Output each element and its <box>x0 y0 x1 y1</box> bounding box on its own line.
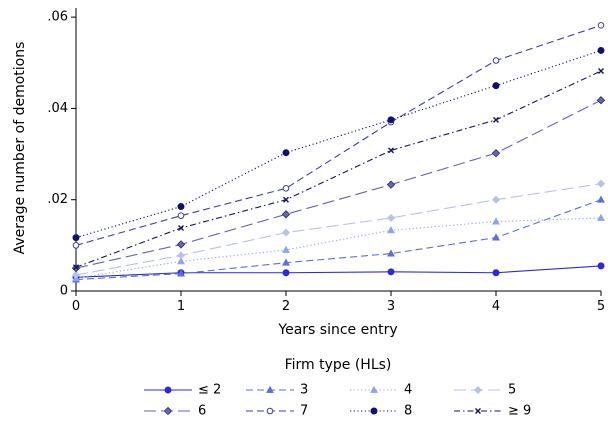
legend-marker <box>473 385 483 395</box>
axes: 0 .02 .04 .06 0 1 2 3 4 5 <box>47 8 605 314</box>
data-point <box>282 184 290 192</box>
data-point <box>177 257 185 265</box>
data-point <box>281 228 291 237</box>
legend-marker <box>475 408 481 414</box>
data-point <box>177 203 185 211</box>
data-point <box>282 245 290 253</box>
y-tick-label: 0 <box>60 284 68 299</box>
legend-marker <box>370 407 378 415</box>
data-point <box>73 264 79 271</box>
legend-marker <box>266 385 274 393</box>
y-axis-label: Average number of demotions <box>12 42 28 255</box>
data-point <box>491 148 501 158</box>
legend: ≤ 2 3 4 5 6 7 8 ≥ 9 <box>144 383 531 419</box>
data-point <box>597 262 605 270</box>
series-layer <box>71 22 606 283</box>
legend-item: ≥ 9 <box>454 404 531 419</box>
data-point <box>491 195 501 204</box>
legend-label: 5 <box>508 383 516 398</box>
data-point <box>386 213 396 222</box>
data-point <box>492 57 500 64</box>
data-point <box>282 269 290 277</box>
data-point <box>388 147 394 154</box>
series-line <box>75 49 602 239</box>
data-point <box>178 225 184 232</box>
legend-marker <box>164 386 172 394</box>
legend-item: 4 <box>350 383 412 398</box>
data-point <box>493 116 499 123</box>
data-point <box>281 210 291 219</box>
legend-item: 5 <box>454 383 516 398</box>
series-7 <box>72 46 605 242</box>
data-point <box>283 196 289 203</box>
x-tick-label: 3 <box>387 299 395 314</box>
legend-label: ≥ 9 <box>508 404 531 419</box>
data-point <box>72 242 80 249</box>
data-point <box>387 116 395 124</box>
data-point <box>72 234 80 242</box>
series-3 <box>72 213 605 282</box>
y-tick-label: .04 <box>47 101 68 116</box>
x-tick-label: 5 <box>597 299 605 314</box>
x-tick-label: 2 <box>282 299 290 314</box>
data-point <box>176 240 186 249</box>
data-point <box>71 270 81 280</box>
legend-item: ≤ 2 <box>144 383 221 398</box>
legend-label: 4 <box>404 383 412 398</box>
legend-label: 3 <box>300 383 308 398</box>
data-point <box>492 82 500 90</box>
series-8 <box>73 67 604 271</box>
data-point <box>492 233 500 241</box>
y-tick-label: .02 <box>47 192 68 207</box>
data-point <box>597 213 605 221</box>
legend-item: 3 <box>246 383 308 398</box>
data-point <box>387 249 395 257</box>
x-tick-label: 4 <box>492 299 500 314</box>
data-point <box>596 179 606 188</box>
data-point <box>598 67 604 74</box>
legend-title: Firm type (HLs) <box>285 357 392 373</box>
series-line <box>75 183 602 276</box>
legend-marker <box>266 407 274 415</box>
data-point <box>597 46 605 54</box>
series-line <box>75 70 602 268</box>
legend-label: 7 <box>300 404 308 419</box>
data-point <box>387 268 395 276</box>
data-point <box>492 217 500 225</box>
data-point <box>596 96 606 105</box>
series-1 <box>72 262 605 281</box>
legend-item: 7 <box>246 404 308 419</box>
x-tick-label: 1 <box>177 299 185 314</box>
legend-item: 6 <box>144 404 206 419</box>
data-point <box>176 251 186 260</box>
series-5 <box>71 96 606 273</box>
legend-marker <box>163 406 173 416</box>
series-line <box>75 217 602 279</box>
data-point <box>597 22 605 29</box>
legend-marker <box>370 385 378 393</box>
series-line <box>75 99 602 269</box>
series-4 <box>71 179 606 280</box>
series-line <box>75 24 602 246</box>
legend-label: 6 <box>198 404 206 419</box>
series-line <box>75 265 602 278</box>
legend-item: 8 <box>350 404 412 419</box>
legend-label: ≤ 2 <box>198 383 221 398</box>
data-point <box>492 269 500 277</box>
data-point <box>387 226 395 234</box>
data-point <box>177 212 185 219</box>
data-point <box>282 149 290 157</box>
series-6 <box>72 22 605 249</box>
legend-label: 8 <box>404 404 412 419</box>
x-tick-label: 0 <box>72 299 80 314</box>
y-tick-label: .06 <box>47 10 68 25</box>
data-point <box>386 180 396 189</box>
data-point <box>597 195 605 203</box>
data-point <box>177 269 185 277</box>
data-point <box>282 258 290 266</box>
x-axis-label: Years since entry <box>277 322 397 338</box>
series-line <box>75 199 602 281</box>
